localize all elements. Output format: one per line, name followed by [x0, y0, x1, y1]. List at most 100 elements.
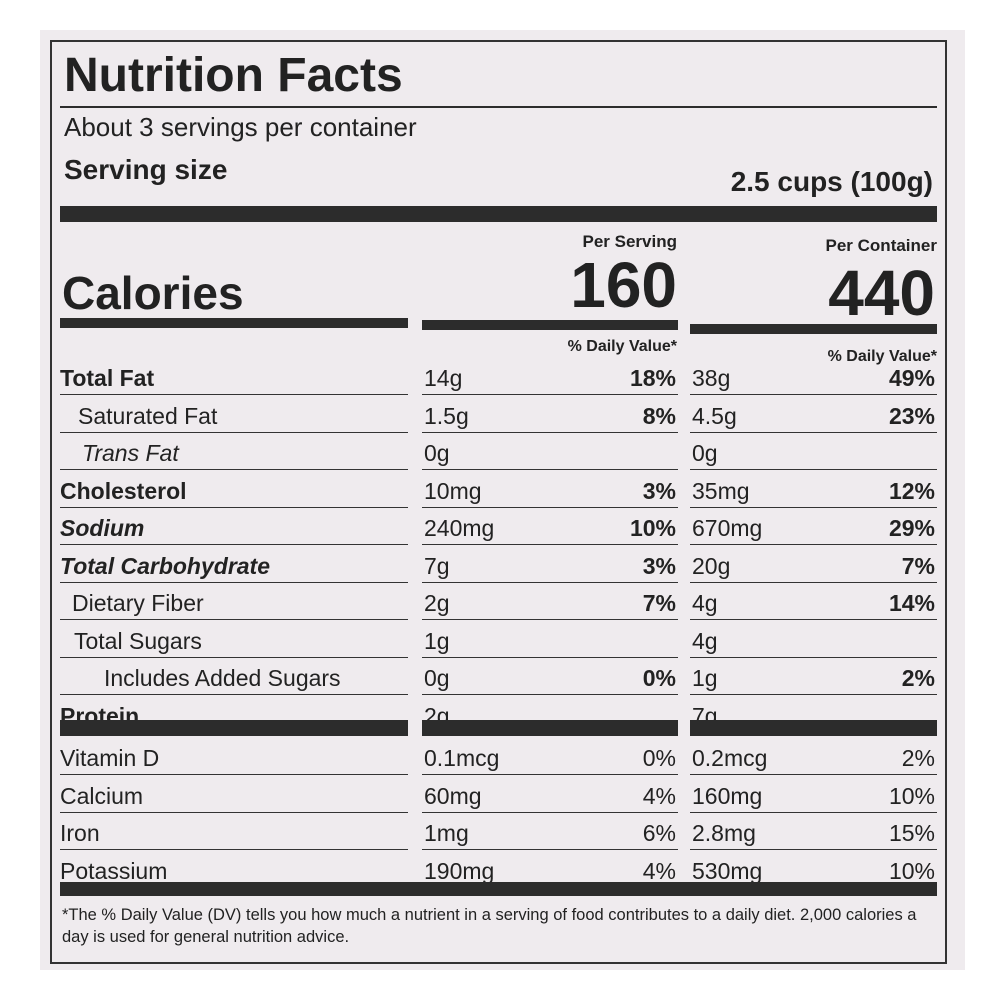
container-daily-value: 23% — [888, 402, 935, 429]
serving-cell: 0g — [422, 433, 678, 470]
serving-cell: 1.5g 8% — [422, 396, 678, 433]
container-daily-value: 10% — [888, 857, 935, 884]
thick-divider — [690, 324, 937, 334]
thick-divider — [422, 720, 678, 736]
container-amount: 2.8mg — [692, 820, 756, 846]
serving-amount: 190mg — [424, 857, 495, 884]
serving-daily-value: 8% — [642, 402, 676, 429]
nutrient-label: Potassium — [60, 857, 168, 884]
divider — [60, 106, 937, 108]
container-amount: 4g — [692, 627, 718, 654]
serving-amount: 7g — [424, 552, 450, 579]
serving-cell: 1mg 6% — [422, 813, 678, 850]
container-amount: 530mg — [692, 857, 763, 884]
nutrient-label-cell: Total Sugars — [60, 621, 408, 658]
serving-daily-value: 0% — [642, 665, 676, 691]
container-amount: 1g — [692, 665, 718, 691]
serving-daily-value: 3% — [642, 552, 676, 579]
serving-cell: 240mg 10% — [422, 508, 678, 545]
serving-amount: 14g — [424, 365, 463, 391]
per-serving-header: Per Serving — [582, 232, 678, 251]
container-cell: 20g 7% — [690, 546, 937, 583]
nutrient-label: Trans Fat — [82, 440, 179, 466]
nutrient-label-cell: Dietary Fiber — [60, 583, 408, 620]
nutrient-label-cell: Total Fat — [60, 358, 408, 395]
nutrient-label: Cholesterol — [60, 477, 187, 504]
container-cell: 0g — [690, 433, 937, 470]
nutrient-label-cell: Trans Fat — [60, 433, 408, 470]
container-cell: 4.5g 23% — [690, 396, 937, 433]
serving-amount: 1mg — [424, 820, 469, 846]
calories-per-serving: 160 — [570, 249, 677, 321]
container-daily-value: 10% — [888, 782, 935, 809]
container-daily-value: 12% — [888, 477, 935, 504]
container-cell: 160mg 10% — [690, 776, 937, 813]
serving-cell: 14g 18% — [422, 358, 678, 395]
serving-cell: 7g 3% — [422, 546, 678, 583]
thick-divider — [60, 318, 408, 328]
serving-cell: 2g 7% — [422, 583, 678, 620]
nutrient-label: Vitamin D — [60, 745, 160, 771]
nutrient-label-cell: Sodium — [60, 508, 408, 545]
serving-amount: 240mg — [424, 515, 495, 541]
nutrient-label-cell: Calcium — [60, 776, 408, 813]
container-amount: 0.2mcg — [692, 745, 768, 771]
serving-cell: 10mg 3% — [422, 471, 678, 508]
servings: About 3 servings per container — [64, 112, 417, 142]
container-amount: 38g — [692, 365, 731, 391]
serving-cell: 0.1mcg 0% — [422, 738, 678, 775]
nutrient-label: Sodium — [60, 515, 145, 541]
container-amount: 160mg — [692, 782, 763, 809]
container-daily-value: 2% — [901, 665, 935, 691]
nutrient-label: Iron — [60, 820, 100, 846]
serving-daily-value: 6% — [642, 820, 676, 846]
serving-daily-value: 0% — [642, 745, 676, 771]
serving-cell: 0g 0% — [422, 658, 678, 695]
calories-label: Calories — [62, 267, 244, 319]
nutrient-label: Dietary Fiber — [72, 590, 204, 616]
container-daily-value: 15% — [888, 820, 935, 846]
serving-daily-value: 4% — [642, 857, 676, 884]
container-cell: 38g 49% — [690, 358, 937, 395]
thick-divider — [60, 882, 937, 896]
container-amount: 0g — [692, 440, 718, 466]
serving-amount: 1g — [424, 627, 450, 654]
per-container-header: Per Container — [825, 236, 937, 255]
nutrient-label-cell: Vitamin D — [60, 738, 408, 775]
calories-per-container: 440 — [828, 257, 935, 329]
serving-amount: 0g — [424, 665, 450, 691]
thick-divider — [422, 320, 678, 330]
container-daily-value: 7% — [901, 552, 935, 579]
container-cell: 1g 2% — [690, 658, 937, 695]
serving-amount: 1.5g — [424, 402, 469, 429]
page: Nutrition Facts About 3 servings per con… — [40, 30, 965, 970]
nutrient-label-cell: Cholesterol — [60, 471, 408, 508]
serving-daily-value: 18% — [629, 365, 676, 391]
nutrient-label-cell: Includes Added Sugars — [60, 658, 408, 695]
nutrient-label: Total Carbohydrate — [60, 552, 271, 579]
nutrient-label-cell: Total Carbohydrate — [60, 546, 408, 583]
serving-daily-value: 7% — [642, 590, 676, 616]
serving-cell: 1g — [422, 621, 678, 658]
nutrition-label: Nutrition Facts About 3 servings per con… — [50, 40, 947, 964]
container-daily-value: 29% — [888, 515, 935, 541]
container-amount: 670mg — [692, 515, 763, 541]
nutrient-label: Includes Added Sugars — [104, 665, 341, 691]
nutrient-label-cell: Saturated Fat — [60, 396, 408, 433]
container-daily-value: 14% — [888, 590, 935, 616]
container-amount: 4g — [692, 590, 718, 616]
serving-size-label: Serving size — [64, 154, 228, 185]
serving-daily-value: 4% — [642, 782, 676, 809]
serving-amount: 2g — [424, 590, 450, 616]
container-cell: 670mg 29% — [690, 508, 937, 545]
container-amount: 35mg — [692, 477, 750, 504]
serving-daily-value: 10% — [629, 515, 676, 541]
nutrient-label: Total Sugars — [74, 627, 202, 654]
nutrient-label: Calcium — [60, 782, 144, 809]
container-cell: 4g 14% — [690, 583, 937, 620]
serving-amount: 0.1mcg — [424, 745, 500, 771]
container-cell: 2.8mg 15% — [690, 813, 937, 850]
daily-value-header: % Daily Value* — [827, 348, 937, 365]
nutrient-label: Total Fat — [60, 365, 155, 391]
container-amount: 20g — [692, 552, 731, 579]
